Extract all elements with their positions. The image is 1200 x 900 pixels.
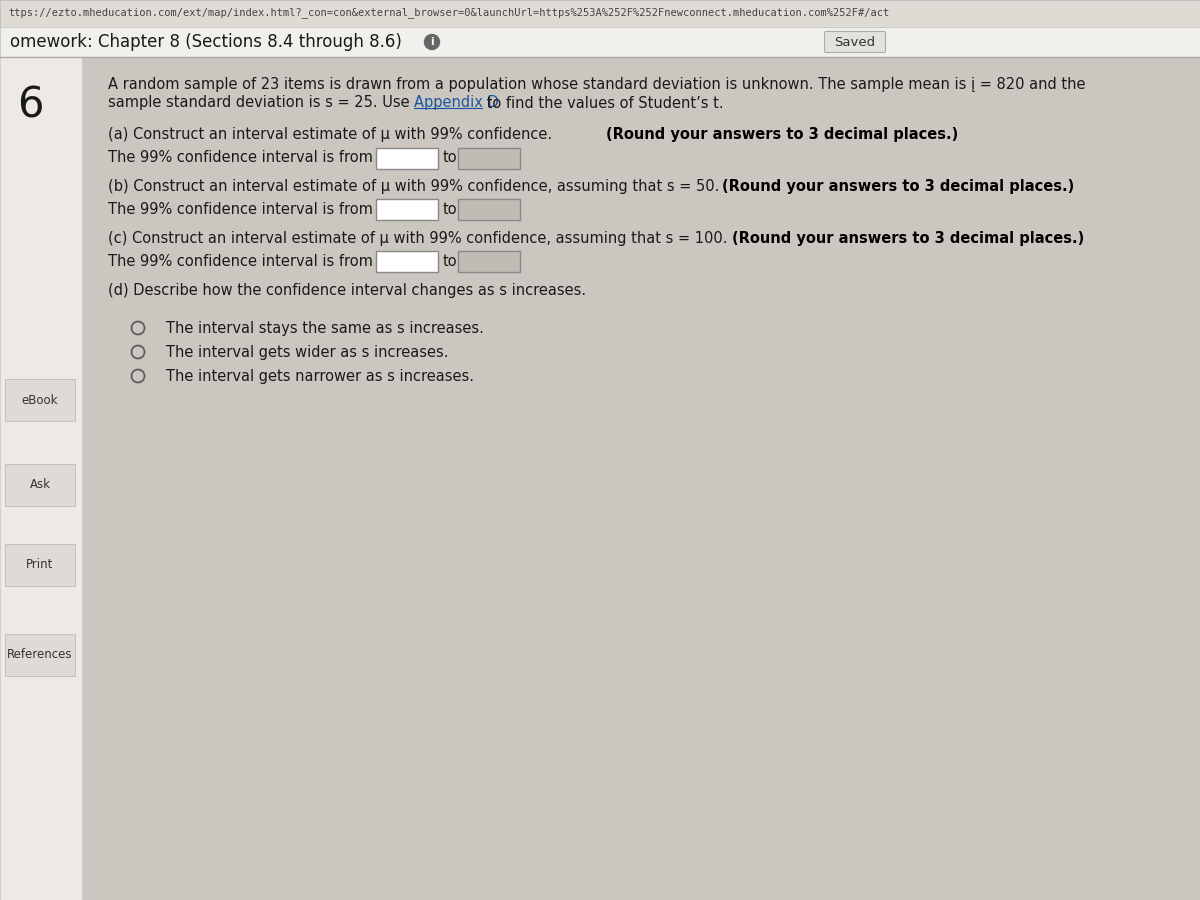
Text: The 99% confidence interval is from: The 99% confidence interval is from bbox=[108, 150, 373, 166]
FancyBboxPatch shape bbox=[458, 199, 520, 220]
Text: Ask: Ask bbox=[30, 479, 50, 491]
Text: (d) Describe how the confidence interval changes as s increases.: (d) Describe how the confidence interval… bbox=[108, 283, 586, 298]
Text: Appendix D: Appendix D bbox=[414, 95, 499, 111]
FancyBboxPatch shape bbox=[458, 148, 520, 169]
Text: i: i bbox=[430, 37, 434, 47]
Text: (a) Construct an interval estimate of μ with 99% confidence.: (a) Construct an interval estimate of μ … bbox=[108, 128, 557, 142]
FancyBboxPatch shape bbox=[0, 0, 1200, 27]
Text: ttps://ezto.mheducation.com/ext/map/index.html?_con=con&external_browser=0&launc: ttps://ezto.mheducation.com/ext/map/inde… bbox=[8, 7, 889, 19]
Text: Saved: Saved bbox=[834, 35, 876, 49]
Text: to: to bbox=[443, 150, 457, 166]
Text: (Round your answers to 3 decimal places.): (Round your answers to 3 decimal places.… bbox=[732, 230, 1085, 246]
Text: to: to bbox=[443, 254, 457, 268]
Text: The 99% confidence interval is from: The 99% confidence interval is from bbox=[108, 254, 373, 268]
Text: (b) Construct an interval estimate of μ with 99% confidence, assuming that s = 5: (b) Construct an interval estimate of μ … bbox=[108, 178, 724, 194]
FancyBboxPatch shape bbox=[0, 27, 1200, 57]
Text: Print: Print bbox=[26, 559, 54, 572]
Text: omework: Chapter 8 (Sections 8.4 through 8.6): omework: Chapter 8 (Sections 8.4 through… bbox=[10, 33, 402, 51]
Text: The interval gets wider as s increases.: The interval gets wider as s increases. bbox=[166, 345, 449, 359]
FancyBboxPatch shape bbox=[5, 634, 74, 676]
Circle shape bbox=[425, 34, 439, 50]
Text: to find the values of Student’s t.: to find the values of Student’s t. bbox=[482, 95, 724, 111]
Text: (Round your answers to 3 decimal places.): (Round your answers to 3 decimal places.… bbox=[722, 178, 1074, 194]
FancyBboxPatch shape bbox=[5, 464, 74, 506]
FancyBboxPatch shape bbox=[5, 379, 74, 421]
Text: The 99% confidence interval is from: The 99% confidence interval is from bbox=[108, 202, 373, 217]
Text: to: to bbox=[443, 202, 457, 217]
FancyBboxPatch shape bbox=[376, 251, 438, 272]
Text: The interval gets narrower as s increases.: The interval gets narrower as s increase… bbox=[166, 368, 474, 383]
Text: (c) Construct an interval estimate of μ with 99% confidence, assuming that s = 1: (c) Construct an interval estimate of μ … bbox=[108, 230, 732, 246]
Text: eBook: eBook bbox=[22, 393, 59, 407]
FancyBboxPatch shape bbox=[376, 148, 438, 169]
Text: sample standard deviation is s = 25. Use: sample standard deviation is s = 25. Use bbox=[108, 95, 414, 111]
Text: References: References bbox=[7, 649, 73, 662]
Text: (Round your answers to 3 decimal places.): (Round your answers to 3 decimal places.… bbox=[606, 128, 959, 142]
Text: The interval stays the same as s increases.: The interval stays the same as s increas… bbox=[166, 320, 484, 336]
FancyBboxPatch shape bbox=[376, 199, 438, 220]
Text: 6: 6 bbox=[17, 84, 43, 126]
FancyBboxPatch shape bbox=[0, 57, 82, 900]
FancyBboxPatch shape bbox=[824, 32, 886, 52]
FancyBboxPatch shape bbox=[5, 544, 74, 586]
Text: A random sample of 23 items is drawn from a population whose standard deviation : A random sample of 23 items is drawn fro… bbox=[108, 77, 1086, 93]
FancyBboxPatch shape bbox=[458, 251, 520, 272]
